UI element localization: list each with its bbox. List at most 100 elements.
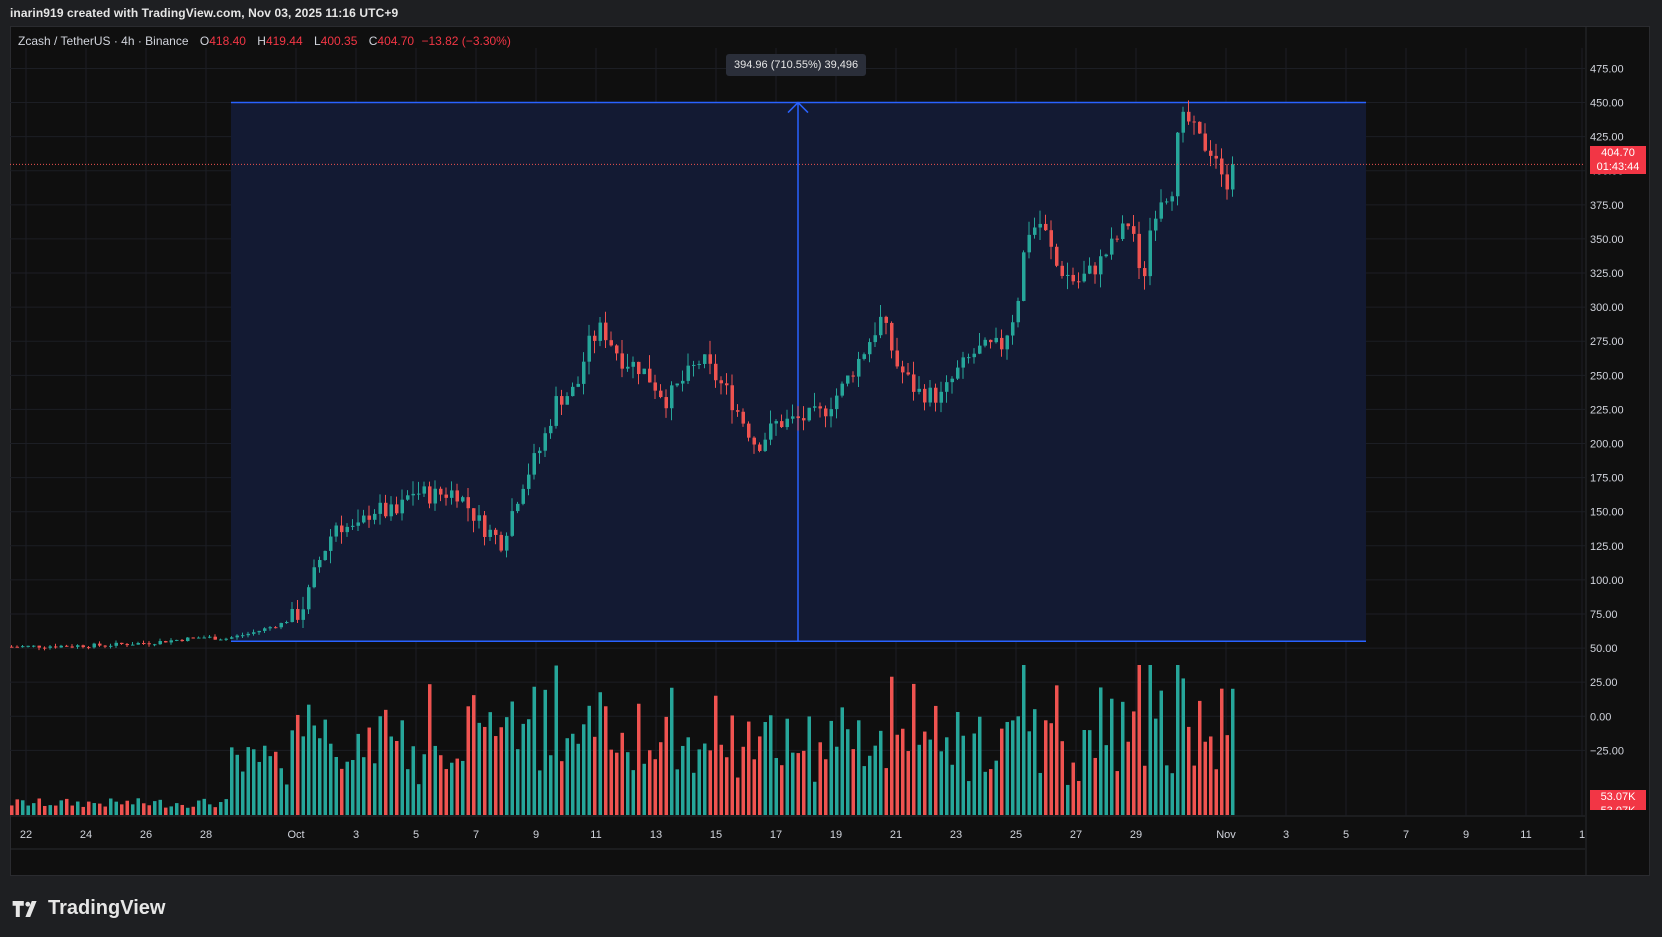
volume-bar (516, 749, 520, 815)
volume-bar (1066, 784, 1070, 815)
volume-bar (917, 744, 921, 815)
candle-body (972, 353, 976, 358)
candle-body (274, 627, 278, 629)
volume-bar (1088, 730, 1092, 815)
candle-body (329, 536, 333, 551)
high-label: H (257, 34, 266, 48)
candle-body (213, 636, 217, 640)
candle-body (510, 511, 514, 536)
volume-bar (455, 758, 459, 815)
candle-body (1077, 281, 1081, 283)
candle-body (653, 382, 657, 391)
candle-body (345, 526, 349, 533)
close-value: 404.70 (377, 34, 415, 48)
creator-line: inarin919 created with TradingView.com, … (10, 6, 399, 20)
volume-bar (285, 784, 289, 815)
candle-body (1000, 337, 1004, 350)
symbol-label[interactable]: Zcash / TetherUS · 4h · Binance (18, 34, 189, 48)
candle-body (54, 646, 58, 648)
candle-body (714, 363, 718, 381)
y-tick-label: 200.00 (1590, 439, 1624, 451)
tradingview-logo[interactable]: TradingView (12, 897, 165, 920)
volume-bar (1027, 731, 1031, 815)
candle-body (15, 646, 19, 648)
candle-body (807, 407, 811, 421)
volume-bar (802, 750, 806, 815)
volume-bar (1049, 723, 1053, 815)
volume-bar (780, 765, 784, 815)
volume-bar (747, 721, 751, 815)
candle-body (125, 644, 129, 646)
candle-body (1192, 121, 1196, 123)
measure-label[interactable]: 394.96 (710.55%) 39,496 (726, 54, 867, 76)
volume-bar (565, 738, 569, 815)
volume-bar (763, 722, 767, 815)
candle-body (26, 645, 30, 647)
volume-bar (901, 728, 905, 815)
candle-body (164, 641, 168, 643)
y-tick-label: 425.00 (1590, 132, 1624, 144)
open-label: O (199, 34, 210, 48)
bar-countdown: 01:43:44 (1596, 161, 1640, 173)
candle-body (356, 522, 360, 526)
candle-body (967, 357, 971, 359)
candle-body (1082, 273, 1086, 282)
candle-body (917, 388, 921, 392)
candle-body (241, 635, 245, 637)
volume-bar (109, 798, 113, 815)
volume-bar (923, 731, 927, 815)
candle-body (1044, 223, 1048, 231)
y-tick-label: 300.00 (1590, 302, 1624, 314)
volume-bar (10, 805, 14, 815)
candle-body (109, 645, 113, 647)
measure-arrow-head (787, 101, 809, 114)
volume-bar (318, 738, 322, 815)
y-tick-label: 350.00 (1590, 234, 1624, 246)
candle-body (1022, 252, 1026, 301)
volume-bar (180, 804, 184, 815)
candle-body (1005, 335, 1009, 350)
volume-bar (494, 736, 498, 815)
volume-bar (1093, 757, 1097, 815)
volume-bar (158, 799, 162, 815)
volume-bar (48, 805, 52, 815)
candle-body (851, 375, 855, 377)
volume-bar (697, 749, 701, 815)
volume-bar (1022, 665, 1026, 815)
volume-bar (147, 805, 151, 815)
volume-bar (686, 737, 690, 815)
candle-body (576, 383, 580, 387)
candle-body (1121, 223, 1125, 240)
candle-body (296, 609, 300, 620)
candle-body (389, 504, 393, 517)
x-tick-label: 9 (533, 829, 539, 841)
candle-body (444, 494, 448, 498)
volume-bar (87, 801, 91, 815)
volume-bar (1154, 718, 1158, 815)
candle-body (565, 396, 569, 405)
candle-body (1137, 233, 1141, 269)
volume-bar (15, 799, 19, 815)
volume-bar (362, 757, 366, 815)
volume-bar (131, 804, 135, 815)
volume-bar (719, 744, 723, 815)
candle-body (142, 643, 146, 645)
volume-bar (708, 750, 712, 815)
candle-body (862, 354, 866, 359)
volume-bar (758, 736, 762, 815)
volume-bar (43, 805, 47, 815)
candle-body (846, 375, 850, 384)
volume-bar (268, 756, 272, 815)
x-tick-label: 11 (1520, 829, 1531, 841)
volume-bar (1181, 678, 1185, 815)
candle-body (1231, 164, 1235, 190)
candle-body (373, 513, 377, 520)
x-tick-label: 5 (1343, 829, 1349, 841)
candle-body (120, 642, 124, 645)
candle-body (455, 490, 459, 502)
y-tick-label: 325.00 (1590, 268, 1624, 280)
candle-body (626, 366, 630, 369)
candle-body (32, 645, 36, 647)
volume-bar (329, 743, 333, 815)
